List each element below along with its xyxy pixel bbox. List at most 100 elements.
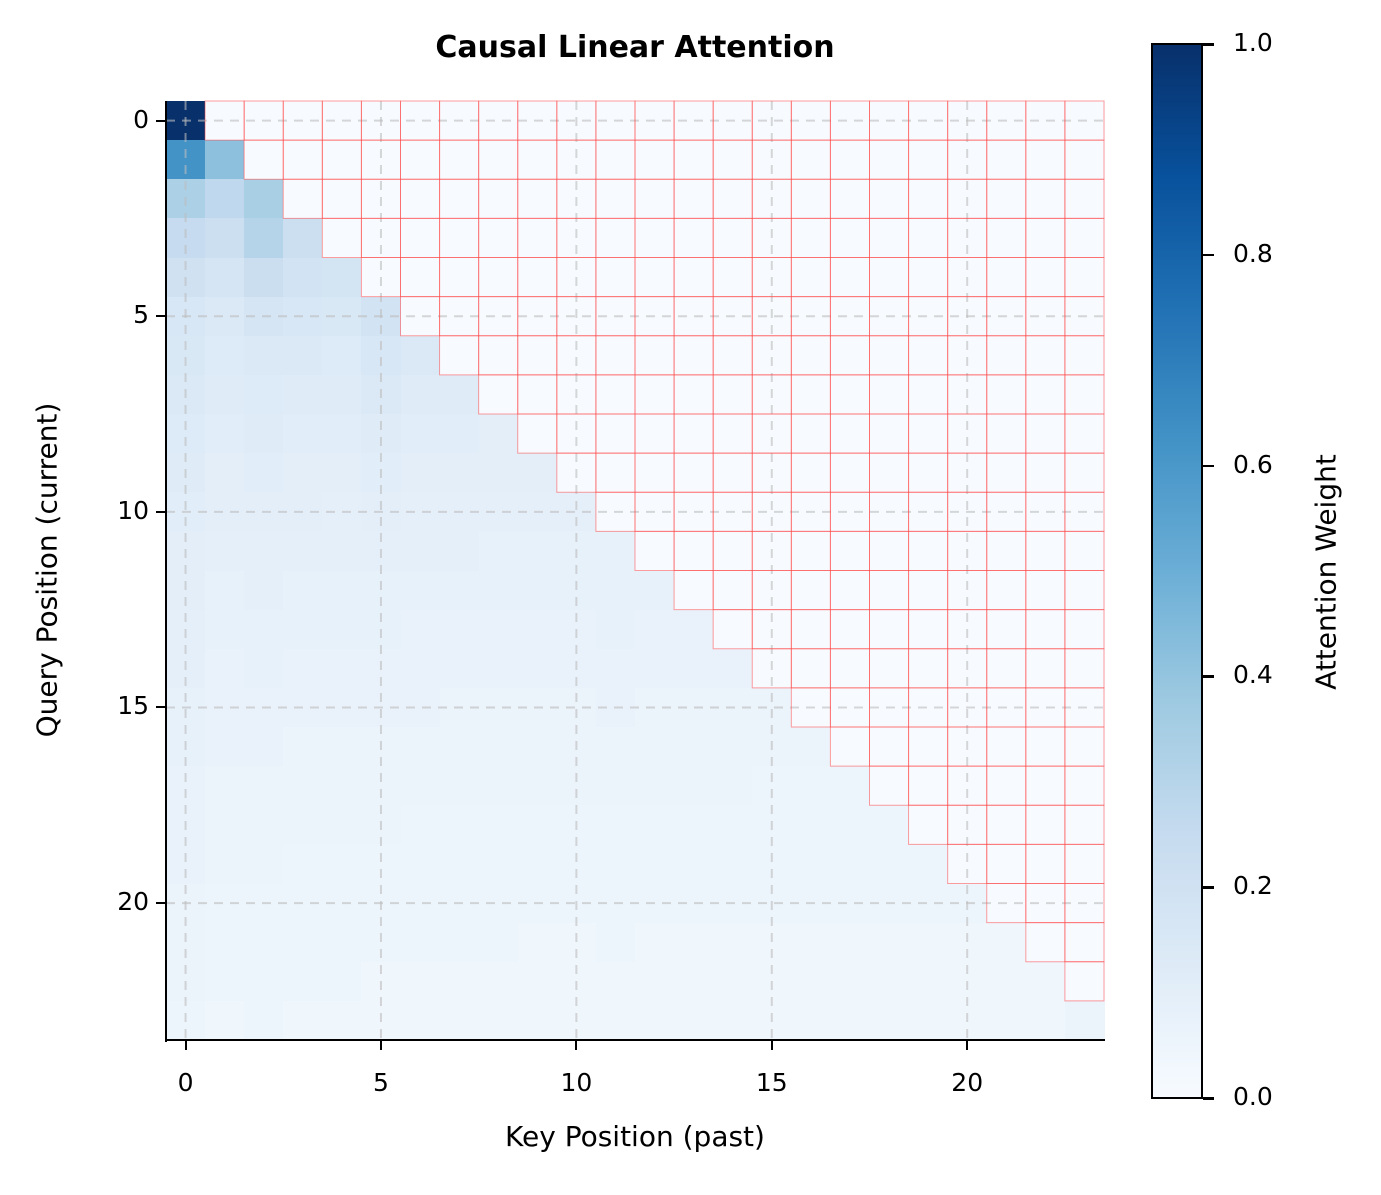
- heatmap-cell: [869, 805, 910, 846]
- heatmap-cell: [439, 922, 480, 963]
- masked-cell: [869, 766, 910, 807]
- heatmap-cell: [439, 844, 480, 885]
- heatmap-cell: [478, 922, 519, 963]
- masked-cell: [674, 140, 715, 181]
- y-tick-label: 10: [117, 495, 149, 525]
- colorbar: [1151, 43, 1203, 1099]
- chart-title: Causal Linear Attention: [435, 30, 835, 65]
- masked-cell: [986, 805, 1027, 846]
- x-tick-label: 5: [373, 1068, 389, 1097]
- heatmap-cell: [205, 648, 246, 689]
- heatmap-cell: [205, 570, 246, 611]
- masked-cell: [1025, 374, 1066, 415]
- heatmap-cell: [635, 609, 675, 650]
- heatmap-cell: [791, 961, 832, 1002]
- masked-cell: [1025, 140, 1066, 181]
- heatmap-cell: [674, 961, 715, 1002]
- masked-cell: [869, 453, 910, 494]
- masked-cell: [869, 609, 910, 650]
- masked-cell: [635, 414, 675, 454]
- masked-cell: [517, 218, 558, 259]
- heatmap-cell: [400, 766, 441, 807]
- heatmap-cell: [478, 883, 519, 924]
- masked-cell: [713, 140, 754, 181]
- heatmap-cell: [244, 805, 285, 846]
- masked-cell: [595, 453, 636, 494]
- masked-cell: [478, 140, 519, 181]
- masked-cell: [908, 453, 949, 494]
- masked-cell: [908, 570, 949, 611]
- heatmap-cell: [322, 1000, 363, 1041]
- masked-cell: [1025, 531, 1066, 572]
- heatmap-cell: [283, 727, 324, 767]
- x-axis-label: Key Position (past): [505, 1120, 765, 1153]
- masked-cell: [1025, 257, 1066, 298]
- heatmap-cell: [1064, 1000, 1105, 1041]
- masked-cell: [986, 609, 1027, 650]
- heatmap-cell: [517, 570, 558, 611]
- masked-cell: [830, 257, 871, 298]
- heatmap-cell: [400, 453, 441, 494]
- heatmap-cell: [713, 766, 754, 807]
- masked-cell: [1064, 609, 1105, 650]
- x-axis-spine: [165, 1039, 1105, 1041]
- x-tick-label: 15: [755, 1068, 788, 1097]
- x-tick-mark: [575, 1041, 578, 1050]
- masked-cell: [478, 296, 519, 337]
- heatmap-cell: [635, 961, 675, 1002]
- masked-cell: [1025, 179, 1066, 220]
- heatmap-cell: [674, 922, 715, 963]
- masked-cell: [674, 531, 715, 572]
- masked-cell: [791, 414, 832, 454]
- heatmap-cell: [205, 727, 246, 767]
- heatmap-cell: [439, 805, 480, 846]
- masked-cell: [1025, 570, 1066, 611]
- heatmap-cell: [517, 531, 558, 572]
- heatmap-cell: [595, 922, 636, 963]
- heatmap-cell: [322, 374, 363, 415]
- heatmap-cell: [439, 531, 480, 572]
- heatmap-cell: [595, 844, 636, 885]
- masked-cell: [713, 374, 754, 415]
- heatmap-cell: [830, 922, 871, 963]
- masked-cell: [869, 727, 910, 767]
- masked-cell: [556, 414, 597, 454]
- heatmap-cell: [439, 727, 480, 767]
- heatmap-cell: [478, 766, 519, 807]
- masked-cell: [908, 257, 949, 298]
- masked-cell: [791, 257, 832, 298]
- masked-cell: [635, 531, 675, 572]
- heatmap-cell: [635, 648, 675, 689]
- masked-cell: [869, 570, 910, 611]
- heatmap-cell: [205, 961, 246, 1002]
- x-tick-mark: [966, 1041, 969, 1050]
- y-axis-label: Query Position (current): [30, 402, 64, 738]
- masked-cell: [439, 179, 480, 220]
- masked-cell: [283, 179, 324, 220]
- heatmap-cell: [244, 179, 285, 220]
- heatmap-cell: [244, 727, 285, 767]
- colorbar-tick-mark: [1203, 464, 1214, 468]
- masked-cell: [713, 609, 754, 650]
- colorbar-tick-mark: [1203, 43, 1214, 46]
- masked-cell: [908, 218, 949, 259]
- masked-cell: [752, 414, 793, 454]
- masked-cell: [986, 531, 1027, 572]
- masked-cell: [986, 648, 1027, 689]
- heatmap-cell: [439, 570, 480, 611]
- heatmap-cell: [244, 766, 285, 807]
- masked-cell: [478, 335, 519, 376]
- heatmap-cell: [400, 414, 441, 454]
- heatmap-cell: [205, 609, 246, 650]
- masked-cell: [322, 179, 363, 220]
- colorbar-tick-mark: [1203, 1097, 1214, 1100]
- heatmap-cell: [478, 961, 519, 1002]
- colorbar-tick-label: 0.8: [1233, 238, 1273, 268]
- masked-cell: [478, 257, 519, 298]
- colorbar-tick-mark: [1203, 253, 1214, 257]
- heatmap-cell: [517, 727, 558, 767]
- masked-cell: [986, 414, 1027, 454]
- y-tick-mark: [156, 315, 165, 318]
- heatmap-cell: [205, 218, 246, 259]
- heatmap-cell: [439, 1000, 480, 1041]
